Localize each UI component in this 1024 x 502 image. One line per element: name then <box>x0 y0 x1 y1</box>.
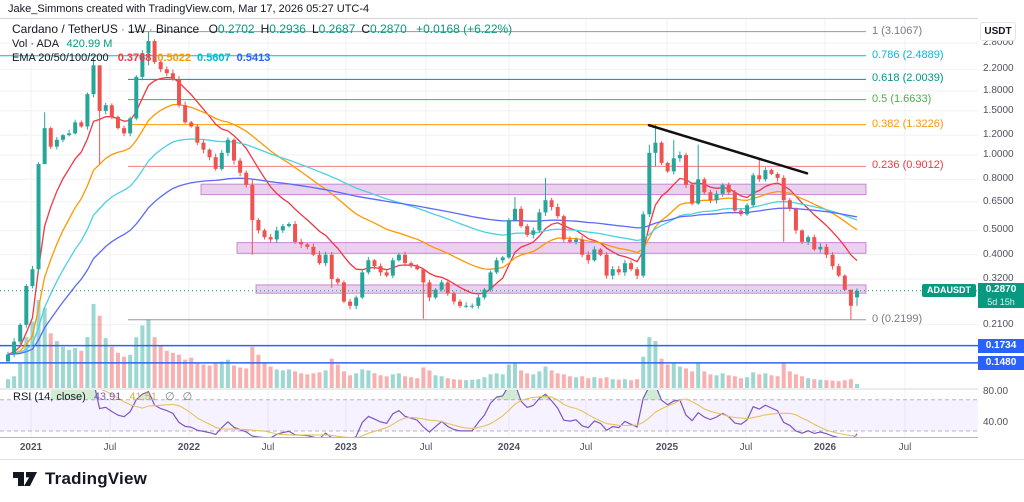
ohlc-value: 0.2936 <box>269 22 306 36</box>
price-tick-label: 0.6500 <box>983 195 1014 207</box>
rsi-value: 43.91 <box>93 391 122 403</box>
currency-badge: USDT <box>980 22 1016 41</box>
rsi-empty-icon: ∅ <box>165 391 175 403</box>
time-axis-border <box>0 437 1024 438</box>
ohlc-key: O <box>208 22 218 36</box>
fib-level-label: 0.786 (2.4889) <box>872 48 944 61</box>
price-tick-label: 2.2000 <box>983 63 1014 75</box>
price-tick-label: 0.4000 <box>983 248 1014 260</box>
last-price-value: 0.2870 <box>985 283 1017 295</box>
price-tick-label: 1.0000 <box>983 149 1014 160</box>
time-tick-label: 2022 <box>177 442 201 453</box>
time-tick-label: 2025 <box>655 442 679 453</box>
price-axis[interactable] <box>978 18 1024 459</box>
ohlc-value: 0.2702 <box>217 22 255 36</box>
time-tick-label: Jul <box>898 442 912 453</box>
rsi-empty-icon: ∅ <box>182 391 193 403</box>
symbol-interval[interactable]: 1W <box>127 22 146 36</box>
time-tick-label: Jul <box>579 442 593 453</box>
price-tick-label: 1.2000 <box>983 129 1014 141</box>
fib-level-label: 0.5 (1.6633) <box>872 92 932 105</box>
change-value: +0.0168 (+6.22%) <box>416 22 513 36</box>
fib-level-label: 0 (0.2199) <box>872 312 923 325</box>
footer-border <box>0 459 1024 460</box>
ohlc-key: H <box>260 22 270 36</box>
time-tick-label: 2021 <box>19 442 43 453</box>
fib-level-label: 1 (3.1067) <box>872 24 923 37</box>
tradingview-brand-text[interactable]: TradingView <box>45 469 148 488</box>
rsi-tick-label: 80.00 <box>983 386 1009 397</box>
ema-legend-row[interactable]: EMA 20/50/100/200 0.3768 0.5022 0.5607 0.54… <box>12 52 270 64</box>
ema-value: 0.3768 <box>117 52 152 64</box>
bar-countdown: 5d 15h <box>987 296 1015 307</box>
price-tick-label: 0.3200 <box>983 272 1014 284</box>
time-tick-label: Jul <box>739 442 753 453</box>
time-tick-label: Jul <box>261 442 275 453</box>
price-tick-label: 0.2100 <box>983 318 1014 330</box>
symbol-exchange: Binance <box>155 22 200 36</box>
time-tick-label: 2024 <box>497 442 521 453</box>
price-tick-label: 0.5000 <box>983 224 1014 236</box>
symbol-pair: Cardano / TetherUS <box>12 22 118 36</box>
time-tick-label: Jul <box>103 442 117 453</box>
fib-level-label: 0.618 (2.0039) <box>872 72 944 85</box>
price-tick-label: 0.8000 <box>983 173 1014 185</box>
ema-value: 0.5413 <box>236 52 271 64</box>
ohlc-key: C <box>361 22 371 36</box>
price-chart[interactable] <box>0 0 978 459</box>
attribution-text: Jake_Simmons created with TradingView.co… <box>8 3 370 15</box>
rsi-ma-value: 41.51 <box>129 391 157 403</box>
time-tick-label: 2026 <box>813 442 837 453</box>
symbol-price-tag: ADAUSDT <box>922 283 976 297</box>
symbol-legend-row[interactable]: Cardano / TetherUS · 1W · Binance O0.2702 H0.… <box>12 22 513 36</box>
tradingview-logo-icon[interactable] <box>12 468 38 490</box>
alert-level-badge: 0.1480 <box>978 355 1024 370</box>
ema-label: EMA 20/50/100/200 <box>12 52 109 64</box>
volume-legend-row[interactable]: Vol · ADA 420.99 M <box>12 38 112 50</box>
fib-level-label: 0.382 (1.3226) <box>872 117 944 130</box>
footer: TradingView <box>12 464 147 494</box>
rsi-tick-label: 40.00 <box>983 417 1009 429</box>
ema-value: 0.5022 <box>157 52 192 64</box>
time-tick-label: Jul <box>419 442 433 453</box>
price-tick-label: 1.5000 <box>983 104 1014 116</box>
ohlc-values: O0.2702 H0.2936 L0.2687 C0.2870 <box>203 22 407 36</box>
price-tick-label: 1.8000 <box>983 85 1014 97</box>
alert-level-badge: 0.1734 <box>978 338 1024 353</box>
volume-label: Vol · ADA <box>12 38 59 50</box>
volume-value: 420.99 M <box>66 38 113 50</box>
ohlc-value: 0.2687 <box>318 22 356 36</box>
rsi-legend-row[interactable]: RSI (14, close) 43.91 41.51 ∅ ∅ <box>13 390 192 403</box>
ema-values: 0.3768 0.5022 0.5607 0.5413 <box>112 52 271 64</box>
ema-value: 0.5607 <box>197 52 231 64</box>
fib-level-label: 0.236 (0.9012) <box>872 159 944 172</box>
ohlc-value: 0.2870 <box>370 22 407 36</box>
last-price-badge: 0.2870 5d 15h <box>978 282 1024 308</box>
rsi-label: RSI (14, close) <box>13 391 86 403</box>
chart-top-border <box>0 18 1024 19</box>
price-tick-label: 2.8000 <box>983 36 1014 48</box>
time-tick-label: 2023 <box>334 442 358 453</box>
ohlc-key: L <box>311 22 319 36</box>
